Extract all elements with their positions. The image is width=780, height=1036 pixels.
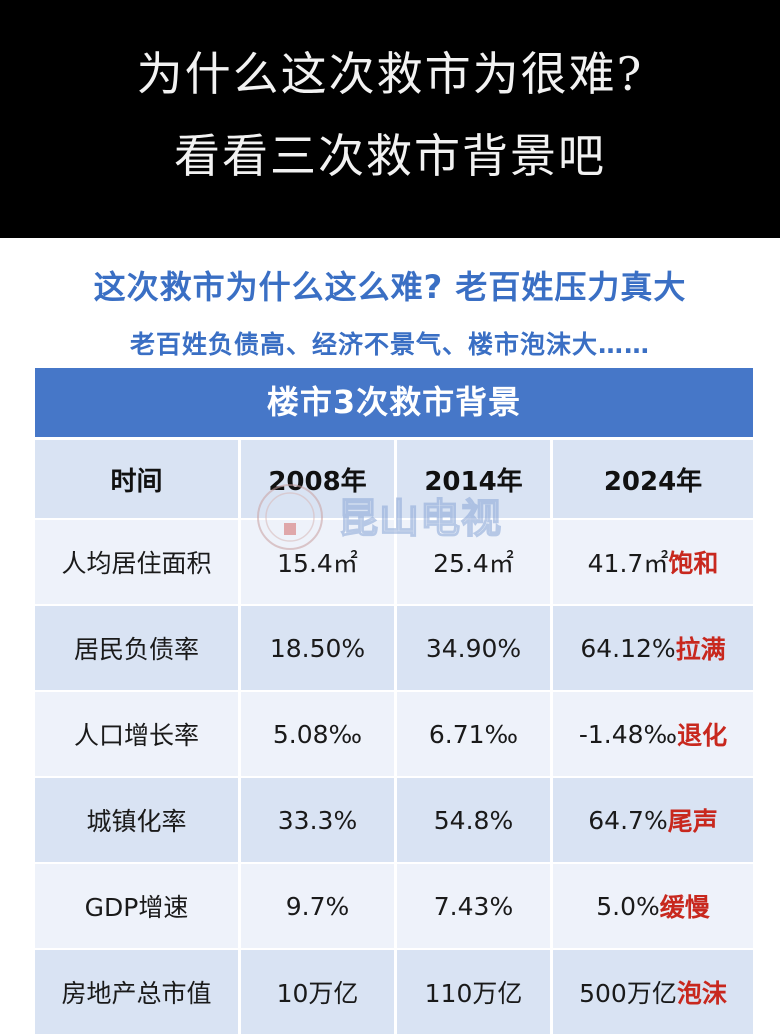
value-2014: 25.4㎡ (397, 520, 550, 604)
value-2024: 64.7% (588, 805, 668, 835)
title-banner: 为什么这次救市为很难? 看看三次救市背景吧 (0, 0, 780, 238)
header-cell-2014: 2014年 (397, 440, 550, 518)
row-label: GDP增速 (35, 864, 238, 948)
value-2008: 10万亿 (241, 950, 394, 1034)
value-2024: 41.7㎡ (587, 549, 669, 578)
header-cell-2024: 2024年 (553, 440, 753, 518)
status-tag: 泡沫 (676, 979, 727, 1008)
header-cell-2008: 2008年 (241, 440, 394, 518)
row-label: 人均居住面积 (35, 520, 238, 604)
table-row: 人口增长率 5.08‰ 6.71‰ -1.48‰ 退化 (35, 692, 753, 776)
value-2008: 9.7% (241, 864, 394, 948)
value-2024-cell: 5.0% 缓慢 (553, 864, 753, 948)
row-label: 人口增长率 (35, 692, 238, 776)
value-2024: -1.48‰ (578, 719, 678, 749)
value-2024: 5.0% (596, 891, 660, 921)
value-2024-cell: -1.48‰ 退化 (553, 692, 753, 776)
status-tag: 饱和 (668, 549, 719, 578)
value-2014: 54.8% (397, 778, 550, 862)
comparison-table: 楼市3次救市背景 时间 2008年 2014年 2024年 人均居住面积 15.… (35, 368, 753, 1034)
row-label: 房地产总市值 (35, 950, 238, 1034)
table-row: 人均居住面积 15.4㎡ 25.4㎡ 41.7㎡ 饱和 (35, 520, 753, 604)
header-cell-time: 时间 (35, 440, 238, 518)
status-tag: 退化 (677, 721, 728, 750)
table-row: 城镇化率 33.3% 54.8% 64.7% 尾声 (35, 778, 753, 862)
value-2014: 110万亿 (397, 950, 550, 1034)
value-2008: 18.50% (241, 606, 394, 690)
headline: 这次救市为什么这么难? 老百姓压力真大 (93, 268, 687, 306)
banner-line-1: 为什么这次救市为很难? (136, 47, 644, 101)
table-row: GDP增速 9.7% 7.43% 5.0% 缓慢 (35, 864, 753, 948)
subheadline: 老百姓负债高、经济不景气、楼市泡沫大…… (129, 330, 650, 359)
table-header-row: 时间 2008年 2014年 2024年 (35, 440, 753, 518)
value-2024-cell: 41.7㎡ 饱和 (553, 520, 753, 604)
table-grid: 时间 2008年 2014年 2024年 人均居住面积 15.4㎡ 25.4㎡ … (35, 440, 753, 1036)
value-2008: 5.08‰ (241, 692, 394, 776)
table-title: 楼市3次救市背景 (35, 368, 753, 437)
banner-line-2: 看看三次救市背景吧 (174, 129, 606, 183)
value-2014: 34.90% (397, 606, 550, 690)
value-2024: 64.12% (580, 633, 676, 663)
row-label: 居民负债率 (35, 606, 238, 690)
value-2008: 15.4㎡ (241, 520, 394, 604)
status-tag: 尾声 (667, 807, 718, 836)
table-row: 居民负债率 18.50% 34.90% 64.12% 拉满 (35, 606, 753, 690)
value-2014: 6.71‰ (397, 692, 550, 776)
row-label: 城镇化率 (35, 778, 238, 862)
value-2024-cell: 64.12% 拉满 (553, 606, 753, 690)
status-tag: 拉满 (675, 635, 726, 664)
value-2014: 7.43% (397, 864, 550, 948)
value-2024-cell: 500万亿 泡沫 (553, 950, 753, 1034)
status-tag: 缓慢 (659, 893, 710, 922)
value-2024-cell: 64.7% 尾声 (553, 778, 753, 862)
table-row: 房地产总市值 10万亿 110万亿 500万亿 泡沫 (35, 950, 753, 1034)
value-2008: 33.3% (241, 778, 394, 862)
value-2024: 500万亿 (579, 979, 677, 1008)
